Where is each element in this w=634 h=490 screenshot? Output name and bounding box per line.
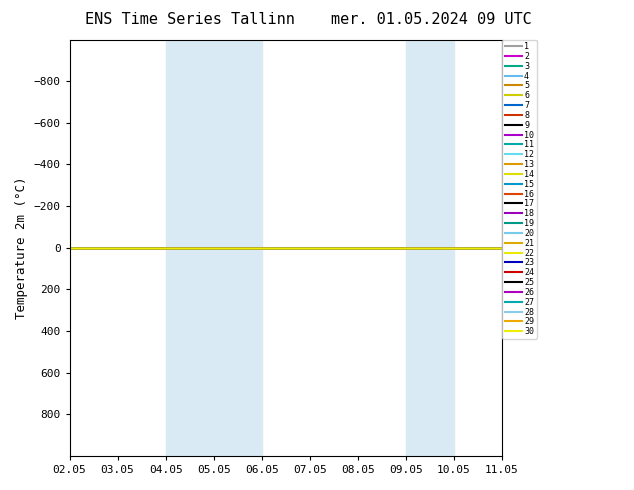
Bar bbox=[165, 40, 214, 456]
Bar bbox=[214, 40, 262, 456]
Text: ENS Time Series Tallinn: ENS Time Series Tallinn bbox=[85, 12, 295, 27]
Y-axis label: Temperature 2m (°C): Temperature 2m (°C) bbox=[15, 176, 28, 319]
Bar bbox=[406, 40, 454, 456]
Legend: 1, 2, 3, 4, 5, 6, 7, 8, 9, 10, 11, 12, 13, 14, 15, 16, 17, 18, 19, 20, 21, 22, 2: 1, 2, 3, 4, 5, 6, 7, 8, 9, 10, 11, 12, 1… bbox=[502, 40, 536, 339]
Text: mer. 01.05.2024 09 UTC: mer. 01.05.2024 09 UTC bbox=[331, 12, 531, 27]
